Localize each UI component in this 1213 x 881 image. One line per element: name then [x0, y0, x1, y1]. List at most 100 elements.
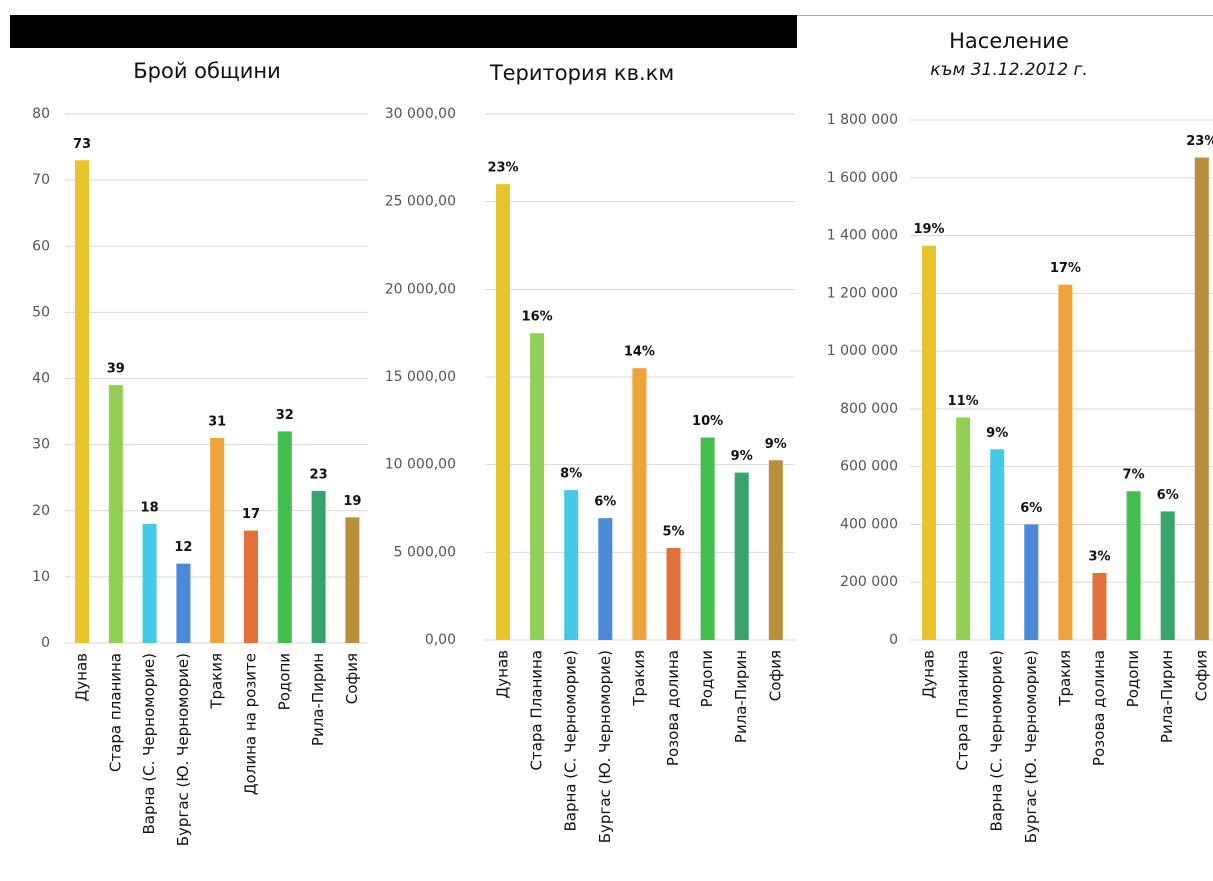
chart-subtitle: към 31.12.2012 г.: [930, 60, 1088, 80]
x-tick-label: Рила-Пирин: [1158, 650, 1176, 743]
data-label: 6%: [594, 495, 616, 510]
data-label: 8%: [560, 467, 582, 482]
bar: [108, 385, 123, 643]
y-tick-label: 0: [41, 635, 50, 651]
bar: [956, 417, 971, 640]
x-tick-label: Стара Планина: [528, 650, 546, 771]
x-tick-label: София: [766, 650, 784, 701]
data-label: 6%: [1157, 488, 1179, 503]
bar: [210, 438, 225, 643]
data-label: 19%: [913, 222, 944, 237]
x-tick-label: Бургас (Ю. Черноморие): [1022, 650, 1040, 843]
x-tick-label: Тракия: [630, 650, 648, 707]
bar: [530, 333, 545, 640]
y-tick-label: 1 400 000: [827, 228, 898, 244]
y-tick-label: 10 000,00: [385, 457, 456, 473]
y-tick-label: 20 000,00: [385, 281, 456, 297]
y-tick-label: 0,00: [425, 632, 456, 648]
bar: [666, 547, 681, 640]
bar: [1092, 572, 1107, 640]
x-tick-label: Варна (С. Черноморие): [140, 653, 158, 835]
x-tick-label: Родопи: [698, 650, 716, 707]
bar: [1024, 524, 1039, 640]
x-tick-label: Стара планина: [106, 653, 124, 772]
bar: [1126, 491, 1141, 640]
x-tick-label: Розова долина: [664, 650, 682, 766]
x-tick-label: Бургас (Ю. Черноморие): [596, 650, 614, 843]
x-tick-label: Варна (С. Черноморие): [562, 650, 580, 832]
data-label: 9%: [765, 437, 787, 452]
data-label: 10%: [692, 414, 723, 429]
x-tick-label: Рила-Пирин: [309, 653, 327, 746]
y-tick-label: 1 200 000: [827, 285, 898, 301]
bar: [734, 472, 749, 640]
data-label: 16%: [522, 310, 553, 325]
data-label: 18: [141, 500, 159, 515]
y-tick-label: 200 000: [840, 574, 898, 590]
y-tick-label: 1 800 000: [827, 112, 898, 128]
x-tick-label: Рила-Пирин: [732, 650, 750, 743]
y-tick-label: 50: [32, 304, 50, 320]
data-label: 31: [208, 415, 226, 430]
data-label: 17: [242, 507, 260, 522]
bar: [1160, 511, 1175, 640]
bar: [176, 563, 191, 643]
x-tick-label: Дунав: [494, 650, 512, 698]
y-tick-label: 80: [32, 106, 50, 122]
y-tick-label: 40: [32, 371, 50, 387]
x-tick-label: Долина на розите: [242, 653, 260, 795]
bar: [142, 523, 157, 643]
data-label: 6%: [1020, 501, 1042, 516]
y-tick-label: 15 000,00: [385, 369, 456, 385]
x-tick-label: Тракия: [1056, 650, 1074, 707]
chart-title: Брой общини: [133, 59, 281, 83]
data-label: 3%: [1088, 549, 1110, 564]
data-label: 11%: [948, 394, 979, 409]
data-label: 7%: [1123, 468, 1145, 483]
bar: [1058, 284, 1073, 640]
data-label: 23%: [1186, 134, 1213, 149]
y-tick-label: 30: [32, 437, 50, 453]
bar: [768, 460, 783, 640]
data-label: 9%: [731, 449, 753, 464]
data-label: 17%: [1050, 261, 1081, 276]
data-label: 73: [73, 137, 91, 152]
bar: [75, 160, 89, 643]
bar: [632, 368, 647, 640]
data-label: 5%: [662, 524, 684, 539]
x-tick-label: София: [1192, 650, 1210, 701]
bar: [244, 530, 258, 643]
x-tick-label: Родопи: [1124, 650, 1142, 707]
bar: [277, 431, 292, 643]
x-tick-label: Дунав: [73, 653, 91, 701]
data-label: 23: [310, 467, 328, 482]
x-tick-label: Варна (С. Черноморие): [988, 650, 1006, 832]
x-tick-label: Розова долина: [1090, 650, 1108, 766]
x-tick-label: Родопи: [275, 653, 293, 710]
bar: [1194, 157, 1209, 641]
bar: [496, 184, 510, 640]
x-tick-label: Бургас (Ю. Черноморие): [174, 653, 192, 846]
x-tick-label: Тракия: [208, 653, 226, 710]
y-tick-label: 400 000: [840, 516, 898, 532]
data-label: 32: [276, 408, 294, 423]
x-tick-label: Стара Планина: [954, 650, 972, 771]
y-tick-label: 1 000 000: [827, 343, 898, 359]
y-tick-label: 70: [32, 172, 50, 188]
data-label: 23%: [487, 161, 518, 176]
y-tick-label: 5 000,00: [394, 544, 456, 560]
header-bar: [10, 15, 797, 48]
data-label: 9%: [986, 426, 1008, 441]
y-tick-label: 30 000,00: [385, 106, 456, 122]
bar: [311, 490, 326, 643]
data-label: 39: [107, 362, 125, 377]
bar: [598, 518, 613, 640]
data-label: 12: [174, 540, 192, 555]
y-tick-label: 1 600 000: [827, 170, 898, 186]
x-tick-label: София: [343, 653, 361, 704]
bar: [564, 490, 579, 640]
y-tick-label: 600 000: [840, 459, 898, 475]
x-tick-label: Дунав: [920, 650, 938, 698]
y-tick-label: 25 000,00: [385, 194, 456, 210]
